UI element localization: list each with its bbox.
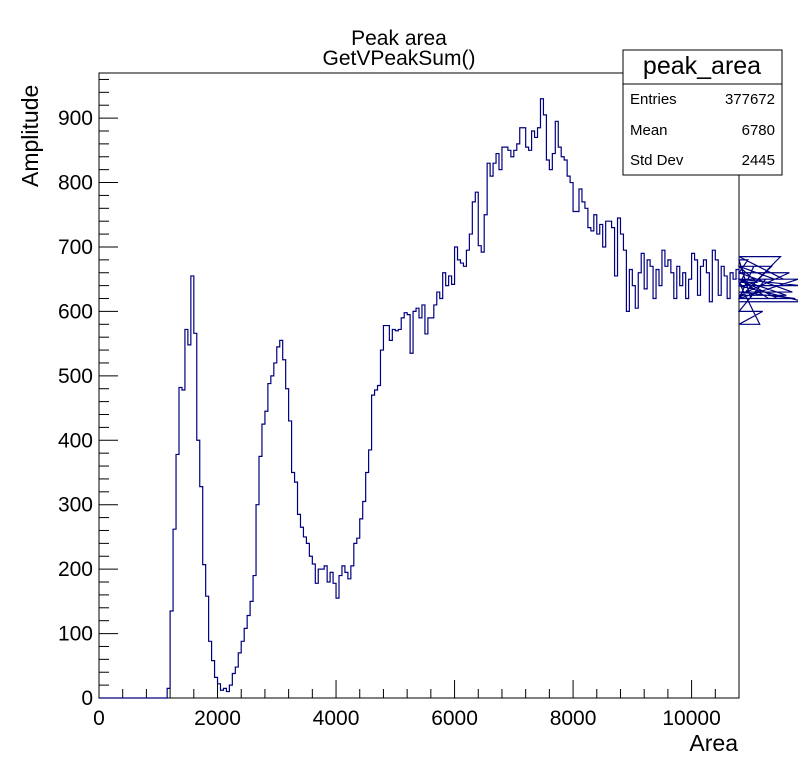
histogram-series-line (99, 98, 798, 699)
stats-row-label: Entries (630, 91, 677, 108)
y-tick-label: 100 (58, 623, 93, 646)
x-axis-label: Area (689, 730, 738, 756)
y-axis: 0 100 200 300 400 500 600 700 800 900 (58, 78, 118, 710)
chart-title: Peak area (351, 27, 447, 50)
stats-row-label: Std Dev (630, 152, 684, 169)
y-tick-label: 700 (58, 236, 93, 259)
stats-title: peak_area (643, 52, 761, 80)
y-tick-label: 900 (58, 107, 93, 130)
plot-frame (98, 72, 740, 699)
y-axis-label: Amplitude (17, 85, 43, 187)
y-tick-label: 600 (58, 300, 93, 323)
y-tick-label: 800 (58, 172, 93, 195)
stats-box: peak_area Entries 377672 Mean 6780 Std D… (622, 49, 783, 176)
chart-subtitle: GetVPeakSum() (323, 47, 476, 70)
stats-row-value: 377672 (725, 91, 775, 108)
x-tick-label: 10000 (662, 707, 720, 730)
stats-box-frame (622, 49, 783, 176)
y-tick-label: 300 (58, 494, 93, 517)
x-axis: 0 2000 4000 6000 8000 10000 (93, 680, 740, 730)
y-tick-label: 0 (81, 687, 93, 710)
y-tick-label: 500 (58, 365, 93, 388)
y-tick-label: 400 (58, 429, 93, 452)
stats-row-label: Mean (630, 122, 668, 139)
y-tick-label: 200 (58, 558, 93, 581)
x-tick-label: 6000 (431, 707, 478, 730)
x-tick-label: 0 (93, 707, 105, 730)
stats-row-value: 6780 (742, 122, 775, 139)
chart-title-block: Peak area GetVPeakSum() (323, 27, 476, 70)
x-tick-label: 2000 (194, 707, 241, 730)
stats-row-value: 2445 (742, 152, 775, 169)
x-tick-label: 8000 (550, 707, 597, 730)
x-tick-label: 4000 (313, 707, 360, 730)
